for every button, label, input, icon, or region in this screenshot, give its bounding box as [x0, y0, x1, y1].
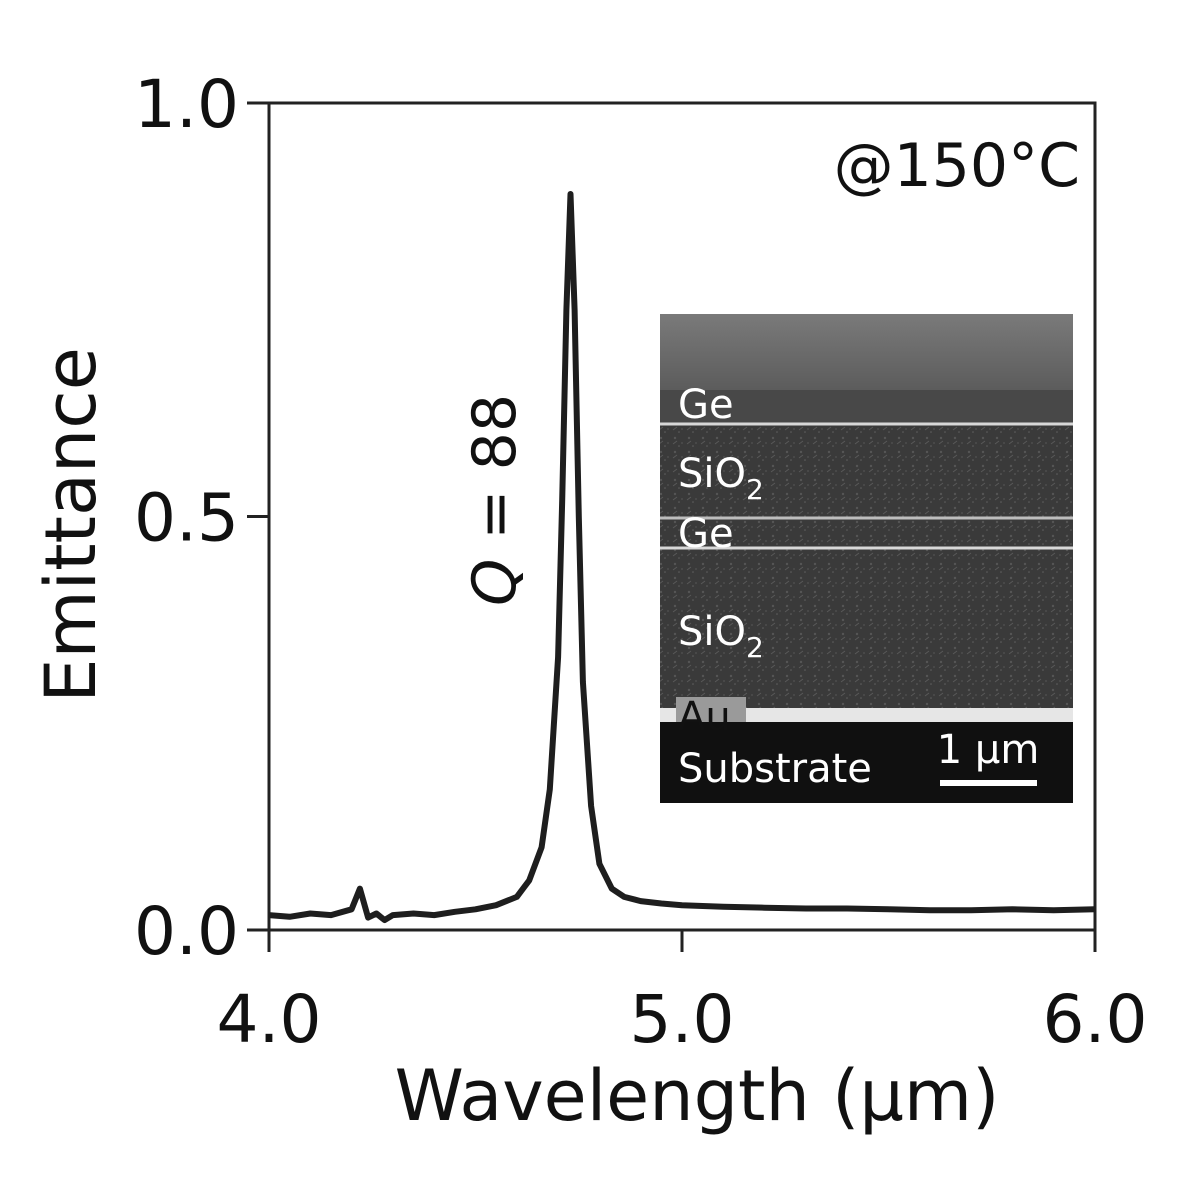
temperature-annotation: @150°C [834, 131, 1080, 201]
y-tick-label: 0.5 [134, 480, 239, 557]
inset-layer-label: Substrate [678, 746, 872, 792]
q-value: = 88 [460, 394, 530, 559]
y-axis-ticks: 0.0 0.5 1.0 [134, 66, 269, 970]
au-layer [660, 708, 1073, 722]
inset-layer-label: Ge [678, 382, 734, 428]
x-axis-ticks: 4.0 5.0 6.0 [217, 930, 1148, 1058]
substrate-region [660, 722, 1073, 803]
x-tick-label: 5.0 [630, 981, 735, 1058]
x-tick-label: 4.0 [217, 981, 322, 1058]
emittance-series-line [268, 191, 1096, 924]
q-factor-annotation: Q = 88 [460, 394, 530, 606]
inset-layer-label: Au [678, 694, 731, 740]
y-axis-title: Emittance [30, 347, 112, 703]
inset-layers-region [660, 390, 1073, 720]
inset-layer-label: Ge [678, 511, 734, 557]
x-axis-title: Wavelength (μm) [395, 1055, 1000, 1137]
y-tick-label: 0.0 [134, 893, 239, 970]
y-tick-label: 1.0 [134, 66, 239, 143]
scale-bar-label: 1 μm [937, 727, 1040, 773]
inset-top-region [660, 314, 1073, 390]
inset-layer-label: SiO2 [678, 609, 764, 664]
inset-layer-label: SiO2 [678, 451, 764, 506]
q-symbol: Q [460, 559, 530, 606]
sem-inset [660, 314, 1073, 803]
ge-layer-1 [660, 390, 1073, 424]
inset-layer-labels: Ge SiO2 Ge SiO2 Au Substrate [678, 382, 872, 792]
x-tick-label: 6.0 [1043, 981, 1148, 1058]
